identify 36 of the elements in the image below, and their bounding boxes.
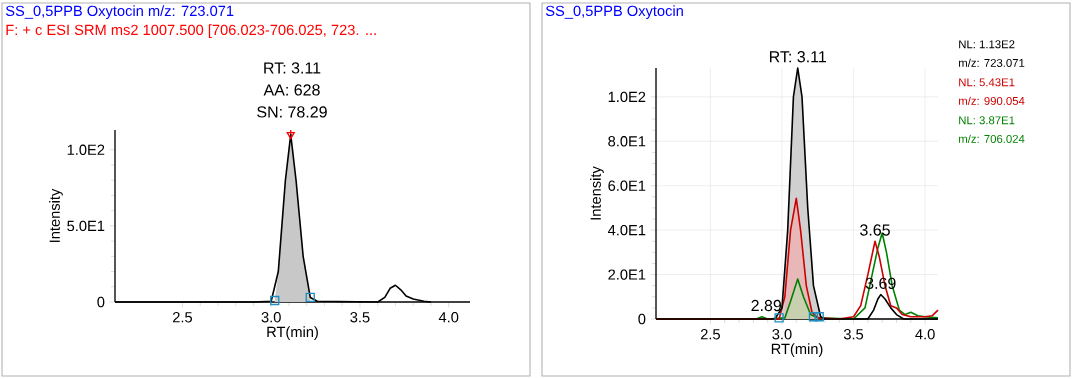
point <box>286 131 295 140</box>
x-tick-label: 3.5 <box>843 329 864 340</box>
x-tick-label: 3.0 <box>261 312 281 323</box>
y-axis-title: Intensity <box>49 188 63 242</box>
annotation: 3.65 <box>860 224 890 236</box>
text: NL: 5.43E1 m/z: 990.054 <box>959 78 1025 105</box>
annotation: RT: 3.11 <box>769 51 826 63</box>
y-tick-label: 0 <box>97 296 105 308</box>
point <box>305 292 315 303</box>
point <box>270 295 280 306</box>
y-tick-label: 8.0E1 <box>608 136 646 147</box>
text: NL: 3.87E1 m/z: 706.024 <box>959 116 1025 143</box>
x-tick-label: 3.0 <box>772 329 792 340</box>
x-tick-label: 3.5 <box>350 312 370 323</box>
x-tick-label: 2.5 <box>700 329 720 340</box>
y-tick-label: 1.0E2 <box>608 91 646 103</box>
y-tick-label: 1.0E2 <box>67 144 105 155</box>
y-tick-label: 4.0E1 <box>607 224 646 236</box>
y-axis-title: Intensity <box>590 166 604 220</box>
x-tick-label: 4.0 <box>438 312 459 323</box>
x-axis-title: RT(min) <box>267 326 318 340</box>
text: RT: 3.11 <box>264 62 321 74</box>
text: AA: 628 <box>263 84 320 96</box>
chart-subtitle: F: + c ESI SRM ms2 1007.500 [706.023-706.025, 723. ... <box>6 24 376 38</box>
annotation: 2.89 <box>751 299 782 312</box>
text: NL: 1.13E2 m/z: 723.071 <box>959 40 1025 67</box>
x-axis-title: RT(min) <box>771 343 823 357</box>
y-tick-label: 0 <box>638 313 646 325</box>
chart-title: SS_0,5PPB Oxytocin <box>545 5 683 19</box>
y-tick-label: 6.0E1 <box>608 180 646 191</box>
x-tick-label: 2.5 <box>172 312 193 323</box>
x-tick-label: 4.0 <box>915 329 935 340</box>
chart-title: SS_0,5PPB Oxytocin m/z: 723.071 <box>5 5 234 19</box>
y-tick-label: 5.0E1 <box>67 220 105 232</box>
text: SN: 78.29 <box>257 106 327 118</box>
y-tick-label: 2.0E1 <box>608 269 646 280</box>
